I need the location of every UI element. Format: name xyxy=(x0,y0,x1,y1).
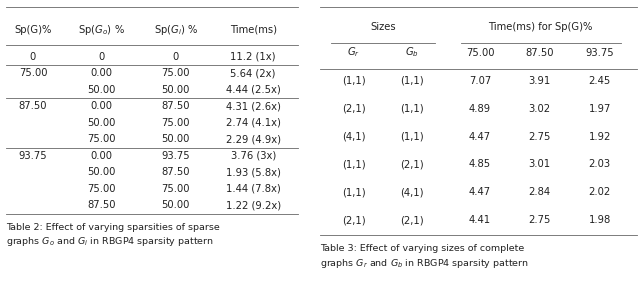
Text: 50.00: 50.00 xyxy=(162,85,190,95)
Text: 4.47: 4.47 xyxy=(469,187,491,197)
Text: 1.98: 1.98 xyxy=(588,215,611,225)
Text: Sp(G)%: Sp(G)% xyxy=(14,25,52,35)
Text: 2.45: 2.45 xyxy=(588,76,611,86)
Text: (1,1): (1,1) xyxy=(401,76,424,86)
Text: 1.22 (9.2x): 1.22 (9.2x) xyxy=(226,200,281,210)
Text: 4.89: 4.89 xyxy=(469,104,491,114)
Text: (2,1): (2,1) xyxy=(342,104,366,114)
Text: 0.00: 0.00 xyxy=(90,68,113,78)
Text: (2,1): (2,1) xyxy=(401,215,424,225)
Text: 87.50: 87.50 xyxy=(19,101,47,111)
Text: 75.00: 75.00 xyxy=(161,118,190,128)
Text: 0: 0 xyxy=(173,52,179,62)
Text: Sizes: Sizes xyxy=(371,22,396,32)
Text: 87.50: 87.50 xyxy=(161,101,190,111)
Text: (4,1): (4,1) xyxy=(401,187,424,197)
Text: 2.84: 2.84 xyxy=(529,187,551,197)
Text: 75.00: 75.00 xyxy=(87,183,116,194)
Text: 1.44 (7.8x): 1.44 (7.8x) xyxy=(226,183,280,194)
Text: 1.92: 1.92 xyxy=(588,131,611,142)
Text: 2.03: 2.03 xyxy=(589,159,611,170)
Text: Time(ms) for Sp(G)%: Time(ms) for Sp(G)% xyxy=(488,22,592,32)
Text: 2.02: 2.02 xyxy=(588,187,611,197)
Text: 3.02: 3.02 xyxy=(529,104,551,114)
Text: 4.31 (2.6x): 4.31 (2.6x) xyxy=(226,101,280,111)
Text: $G_b$: $G_b$ xyxy=(405,46,419,59)
Text: 11.2 (1x): 11.2 (1x) xyxy=(230,52,276,62)
Text: $G_r$: $G_r$ xyxy=(348,46,360,59)
Text: 50.00: 50.00 xyxy=(87,167,116,177)
Text: 75.00: 75.00 xyxy=(161,68,190,78)
Text: 1.97: 1.97 xyxy=(588,104,611,114)
Text: 0.00: 0.00 xyxy=(90,101,113,111)
Text: 0.00: 0.00 xyxy=(90,151,113,161)
Text: (1,1): (1,1) xyxy=(342,159,366,170)
Text: 4.44 (2.5x): 4.44 (2.5x) xyxy=(226,85,280,95)
Text: Sp($G_o$) %: Sp($G_o$) % xyxy=(78,23,125,37)
Text: 4.85: 4.85 xyxy=(469,159,491,170)
Text: Sp($G_i$) %: Sp($G_i$) % xyxy=(154,23,198,37)
Text: 5.64 (2x): 5.64 (2x) xyxy=(230,68,276,78)
Text: 50.00: 50.00 xyxy=(162,200,190,210)
Text: Table 2: Effect of varying sparsities of sparse
graphs $G_o$ and $G_i$ in RBGP4 : Table 2: Effect of varying sparsities of… xyxy=(6,223,220,248)
Text: (1,1): (1,1) xyxy=(401,104,424,114)
Text: 50.00: 50.00 xyxy=(87,85,116,95)
Text: 1.93 (5.8x): 1.93 (5.8x) xyxy=(226,167,280,177)
Text: (1,1): (1,1) xyxy=(342,187,366,197)
Text: 2.75: 2.75 xyxy=(529,215,551,225)
Text: 2.29 (4.9x): 2.29 (4.9x) xyxy=(226,134,281,144)
Text: Table 3: Effect of varying sizes of complete
graphs $G_r$ and $G_b$ in RBGP4 spa: Table 3: Effect of varying sizes of comp… xyxy=(320,244,529,270)
Text: 2.75: 2.75 xyxy=(529,131,551,142)
Text: 3.01: 3.01 xyxy=(529,159,551,170)
Text: 3.76 (3x): 3.76 (3x) xyxy=(230,151,276,161)
Text: 7.07: 7.07 xyxy=(469,76,491,86)
Text: 50.00: 50.00 xyxy=(162,134,190,144)
Text: (2,1): (2,1) xyxy=(401,159,424,170)
Text: (1,1): (1,1) xyxy=(342,76,366,86)
Text: 87.50: 87.50 xyxy=(525,47,554,58)
Text: 2.74 (4.1x): 2.74 (4.1x) xyxy=(226,118,280,128)
Text: 4.47: 4.47 xyxy=(469,131,491,142)
Text: (4,1): (4,1) xyxy=(342,131,365,142)
Text: Time(ms): Time(ms) xyxy=(230,25,276,35)
Text: 93.75: 93.75 xyxy=(19,151,47,161)
Text: (2,1): (2,1) xyxy=(342,215,366,225)
Text: (1,1): (1,1) xyxy=(401,131,424,142)
Text: 87.50: 87.50 xyxy=(87,200,116,210)
Text: 0: 0 xyxy=(99,52,104,62)
Text: 75.00: 75.00 xyxy=(87,134,116,144)
Text: 75.00: 75.00 xyxy=(466,47,494,58)
Text: 93.75: 93.75 xyxy=(586,47,614,58)
Text: 0: 0 xyxy=(30,52,36,62)
Text: 4.41: 4.41 xyxy=(469,215,491,225)
Text: 93.75: 93.75 xyxy=(161,151,190,161)
Text: 3.91: 3.91 xyxy=(529,76,551,86)
Text: 87.50: 87.50 xyxy=(161,167,190,177)
Text: 75.00: 75.00 xyxy=(19,68,47,78)
Text: 50.00: 50.00 xyxy=(87,118,116,128)
Text: 75.00: 75.00 xyxy=(161,183,190,194)
